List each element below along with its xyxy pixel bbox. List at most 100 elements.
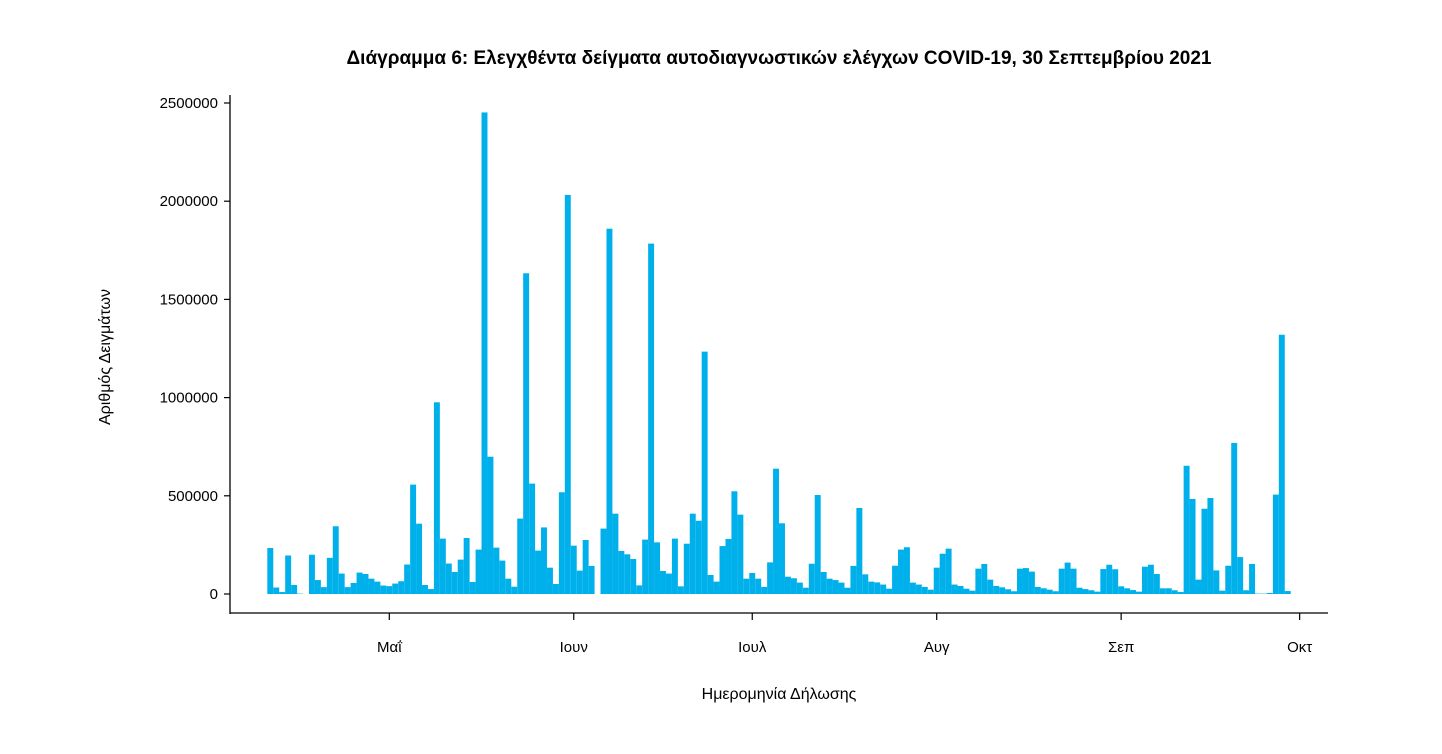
bar bbox=[743, 578, 750, 594]
bar bbox=[1278, 334, 1285, 594]
bar bbox=[933, 567, 940, 594]
bar bbox=[719, 546, 726, 594]
bar bbox=[546, 567, 553, 594]
bar bbox=[689, 513, 696, 594]
bar bbox=[981, 563, 988, 594]
bar bbox=[820, 572, 827, 594]
x-ticks: Μαΐ Ιουν Ιουλ Αυγ Σεπ Οκτ bbox=[377, 613, 1312, 656]
bar bbox=[951, 584, 958, 594]
bar bbox=[856, 507, 863, 594]
bar bbox=[660, 571, 666, 594]
bar bbox=[636, 585, 643, 594]
bar bbox=[1118, 586, 1125, 594]
bar bbox=[880, 584, 887, 594]
bar bbox=[1136, 591, 1142, 594]
bar bbox=[1124, 588, 1131, 594]
bar bbox=[326, 557, 333, 594]
bar bbox=[350, 583, 357, 594]
bar bbox=[915, 584, 922, 594]
bar bbox=[535, 550, 542, 594]
bar bbox=[314, 580, 321, 594]
bar bbox=[761, 586, 768, 594]
bar bbox=[892, 565, 899, 594]
bar bbox=[1195, 579, 1202, 594]
bar bbox=[1201, 508, 1208, 594]
bar bbox=[404, 564, 411, 594]
bar bbox=[427, 589, 434, 594]
bar bbox=[767, 562, 774, 594]
x-axis-label: Ημερομηνία Δήλωσης bbox=[702, 686, 857, 703]
bar bbox=[1052, 591, 1059, 594]
bar bbox=[493, 547, 500, 594]
bar bbox=[552, 583, 559, 594]
bar bbox=[683, 543, 690, 594]
y-tick-label: 500000 bbox=[168, 488, 218, 505]
bar bbox=[1243, 590, 1250, 594]
bar bbox=[796, 582, 803, 594]
bar bbox=[1237, 557, 1244, 594]
bar bbox=[1165, 588, 1172, 594]
bar bbox=[511, 586, 518, 594]
bar bbox=[582, 539, 589, 594]
x-tick-label: Ιουν bbox=[560, 639, 588, 656]
bar bbox=[1028, 571, 1035, 594]
bar bbox=[439, 538, 446, 594]
bar bbox=[927, 589, 934, 594]
bar bbox=[707, 574, 714, 594]
bar bbox=[1064, 562, 1071, 594]
bar bbox=[475, 549, 482, 594]
bar bbox=[1011, 591, 1018, 594]
bar bbox=[386, 586, 393, 594]
bar bbox=[886, 588, 893, 594]
bar bbox=[731, 491, 738, 594]
bar bbox=[713, 581, 720, 594]
bar bbox=[291, 584, 298, 594]
bar bbox=[957, 585, 964, 594]
bar bbox=[993, 585, 1000, 594]
bar bbox=[1070, 568, 1077, 594]
bar bbox=[445, 563, 452, 594]
bar bbox=[844, 587, 851, 594]
bar bbox=[332, 526, 339, 594]
bar bbox=[1153, 573, 1160, 594]
bar bbox=[862, 574, 869, 594]
bar bbox=[939, 553, 946, 594]
bar bbox=[320, 587, 327, 594]
bar bbox=[308, 554, 315, 594]
bar bbox=[1022, 568, 1029, 594]
bar bbox=[481, 112, 488, 595]
bar bbox=[416, 523, 423, 594]
bar bbox=[1130, 590, 1137, 594]
bar bbox=[362, 573, 369, 594]
bar bbox=[1249, 563, 1256, 594]
bar bbox=[356, 572, 363, 594]
bar bbox=[1088, 590, 1095, 594]
bar bbox=[779, 523, 785, 594]
bar bbox=[558, 492, 565, 594]
bar bbox=[1141, 566, 1148, 594]
bar bbox=[945, 548, 952, 594]
bar bbox=[677, 586, 684, 594]
bar bbox=[529, 483, 536, 594]
bar bbox=[784, 576, 791, 594]
bar bbox=[368, 578, 375, 594]
bar bbox=[618, 550, 625, 594]
bar bbox=[1100, 569, 1107, 594]
bar bbox=[773, 468, 780, 594]
bar bbox=[1076, 587, 1083, 594]
bar bbox=[903, 547, 910, 594]
bar bbox=[695, 520, 702, 594]
bar bbox=[463, 538, 470, 594]
bar bbox=[999, 587, 1006, 594]
bar bbox=[1082, 589, 1089, 594]
bar bbox=[1231, 442, 1238, 594]
x-tick-label: Οκτ bbox=[1287, 639, 1312, 656]
bar bbox=[898, 549, 904, 594]
bar bbox=[648, 243, 655, 594]
bar bbox=[642, 539, 649, 594]
bar bbox=[969, 590, 976, 594]
bar bbox=[1213, 570, 1220, 594]
bar bbox=[826, 578, 833, 594]
bar bbox=[802, 587, 809, 594]
